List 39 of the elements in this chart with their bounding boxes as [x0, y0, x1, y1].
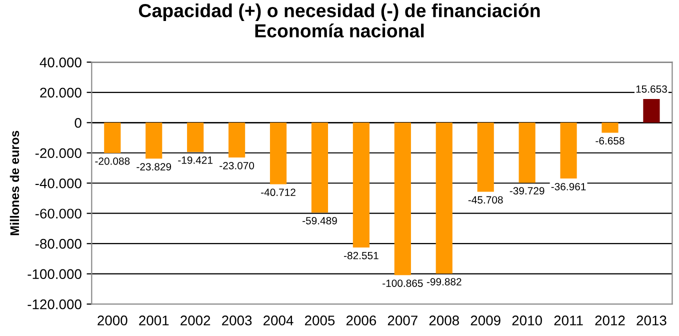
data-label: -23.070: [220, 162, 254, 170]
data-label: -39.729: [510, 187, 544, 195]
data-label: -23.829: [136, 163, 172, 170]
y-tick-label: -100.000: [28, 269, 82, 280]
y-tick-label: -40.000: [35, 178, 82, 188]
data-label: -19.421: [178, 156, 212, 164]
data-label: -40.712: [261, 188, 296, 196]
x-tick-label: 2004: [264, 316, 294, 326]
data-label: -36.961: [551, 182, 586, 190]
x-tick-label: 2003: [222, 316, 252, 326]
x-tick-label: 2013: [636, 316, 666, 326]
data-label: -100.865: [382, 280, 423, 287]
x-tick-label: 2012: [595, 316, 625, 326]
x-tick-label: 2008: [429, 316, 459, 326]
y-tick-label: -20.000: [35, 148, 82, 158]
data-label: -59.489: [302, 217, 337, 224]
y-tick-label: 40.000: [40, 57, 82, 68]
data-label: -20.088: [95, 157, 130, 165]
x-tick-label: 2001: [139, 316, 169, 326]
x-tick-label: 2002: [180, 316, 210, 326]
data-label: -45.708: [468, 196, 503, 204]
x-tick-label: 2006: [346, 316, 376, 326]
y-axis-title: Millones de euros: [10, 130, 20, 236]
y-tick-label: 0: [74, 118, 82, 128]
y-tick-label: -80.000: [35, 238, 82, 249]
data-label: -82.551: [344, 252, 378, 260]
x-tick-label: 2007: [388, 316, 418, 326]
x-tick-label: 2011: [554, 316, 583, 326]
x-tick-label: 2009: [470, 316, 500, 326]
y-tick-label: -60.000: [35, 208, 82, 219]
data-label: -6.658: [596, 137, 624, 145]
x-tick-label: 2005: [304, 316, 335, 326]
x-tick-label: 2010: [512, 316, 542, 326]
chart-title: Capacidad (+) o necesidad (-) de financiación Economía nacional: [138, 3, 540, 38]
y-tick-label: 20.000: [40, 88, 82, 98]
y-tick-label: -120.000: [28, 299, 82, 310]
data-label: 15.653: [636, 85, 667, 93]
x-tick-label: 2000: [98, 316, 128, 326]
data-label: -99.882: [426, 278, 462, 286]
